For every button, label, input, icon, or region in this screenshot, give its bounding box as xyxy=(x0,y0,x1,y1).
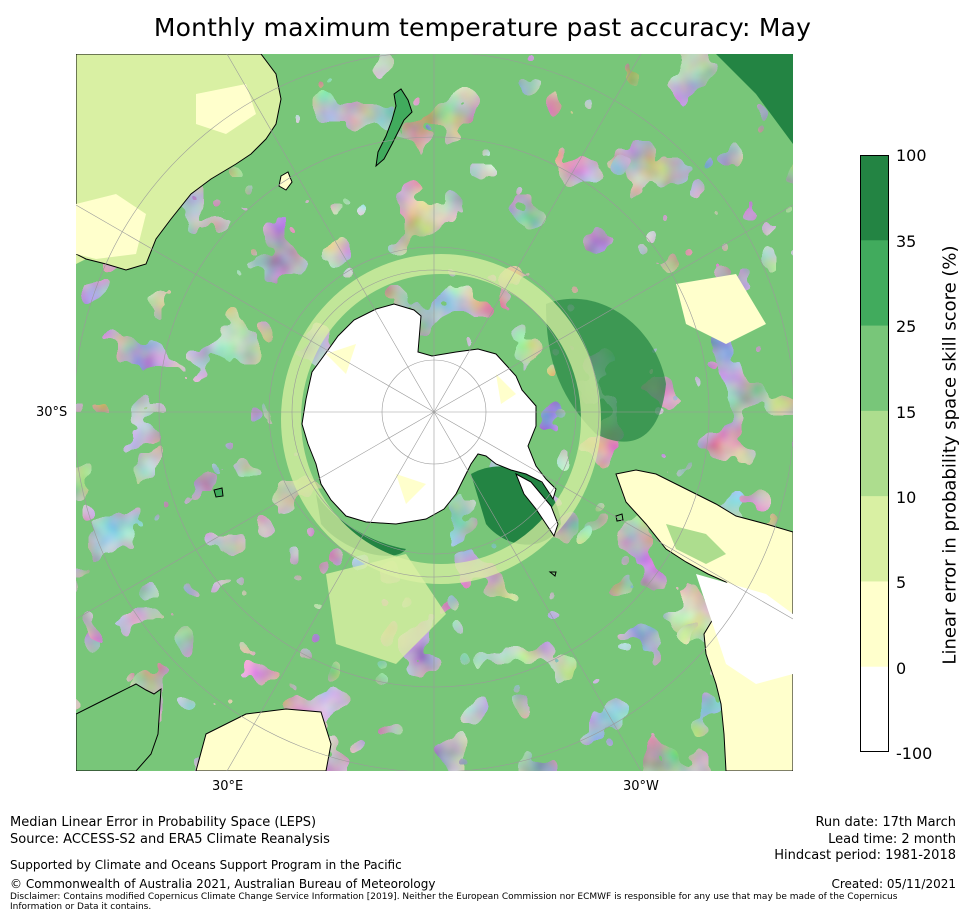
colorbar xyxy=(860,155,889,752)
axis-label-30w: 30°W xyxy=(623,779,659,794)
south-america-pale-interior xyxy=(696,574,793,684)
meridian-120e xyxy=(76,204,435,413)
map-svg xyxy=(76,54,793,771)
colorbar-bin-10-15 xyxy=(860,410,889,497)
colorbar-tick-25: 25 xyxy=(896,317,917,336)
colorbar-bin-15-25 xyxy=(860,325,889,412)
footer-source: Source: ACCESS-S2 and ERA5 Climate Reana… xyxy=(10,832,330,847)
region-dark-ne xyxy=(716,54,793,144)
land-antarctic-peninsula xyxy=(515,472,559,538)
footer-supported: Supported by Climate and Oceans Support … xyxy=(10,858,402,872)
colorbar-tick-100: 100 xyxy=(896,146,927,165)
colorbar-title: Linear error in probability space skill … xyxy=(939,245,961,665)
colorbar-tick-15: 15 xyxy=(896,403,917,422)
axis-label-30s: 30°S xyxy=(36,405,68,420)
created-date: Created: 05/11/2021 xyxy=(831,877,956,891)
chart-title: Monthly maximum temperature past accurac… xyxy=(153,13,812,42)
colorbar-bin-35-100 xyxy=(860,155,889,241)
hindcast-period: Hindcast period: 1981-2018 xyxy=(774,848,956,863)
land-antarctica xyxy=(301,303,557,525)
island-kerguelen xyxy=(213,487,224,498)
run-date: Run date: 17th March xyxy=(815,815,956,830)
lead-time: Lead time: 2 month xyxy=(828,832,956,847)
meridian-30w xyxy=(433,411,642,771)
meridian-150w xyxy=(433,54,642,413)
footer-disclaimer: Disclaimer: Contains modified Copernicus… xyxy=(10,892,898,912)
colorbar-tick-minus-100: -100 xyxy=(896,744,933,763)
africa-pale-interior xyxy=(76,84,256,259)
land-south-landmass xyxy=(195,708,332,771)
graticule xyxy=(76,54,793,771)
meridian-30e xyxy=(226,411,435,771)
land-new-zealand xyxy=(375,88,413,168)
meridian-120w xyxy=(433,204,793,413)
island-falklands xyxy=(615,513,624,522)
ice-shelf-patches xyxy=(326,344,516,504)
colorbar-bin-25-35 xyxy=(860,240,889,327)
colorbar-bin-0-5 xyxy=(860,581,889,668)
meridian-150e xyxy=(226,54,435,413)
colorbar-tick-0: 0 xyxy=(896,659,907,678)
land-south-america xyxy=(615,469,793,771)
colorbar-bin--100-0 xyxy=(860,666,889,752)
colorbar-tick-5: 5 xyxy=(896,573,907,592)
island-south-georgia xyxy=(548,571,557,577)
region-low-east xyxy=(676,274,766,344)
map-plot[interactable] xyxy=(76,54,793,771)
footer-method: Median Linear Error in Probability Space… xyxy=(10,815,317,830)
axis-label-30e: 30°E xyxy=(212,779,244,794)
colorbar-tick-35: 35 xyxy=(896,232,917,251)
colorbar-tick-10: 10 xyxy=(896,488,917,507)
colorbar-bin-5-10 xyxy=(860,496,889,582)
meridian-60e xyxy=(76,411,435,620)
pale-ring xyxy=(281,254,601,584)
footer-copyright: © Commonwealth of Australia 2021, Austra… xyxy=(10,877,436,891)
land-australia xyxy=(76,683,162,771)
south-america-green-areas xyxy=(666,524,726,564)
meridian-60w xyxy=(433,411,793,620)
